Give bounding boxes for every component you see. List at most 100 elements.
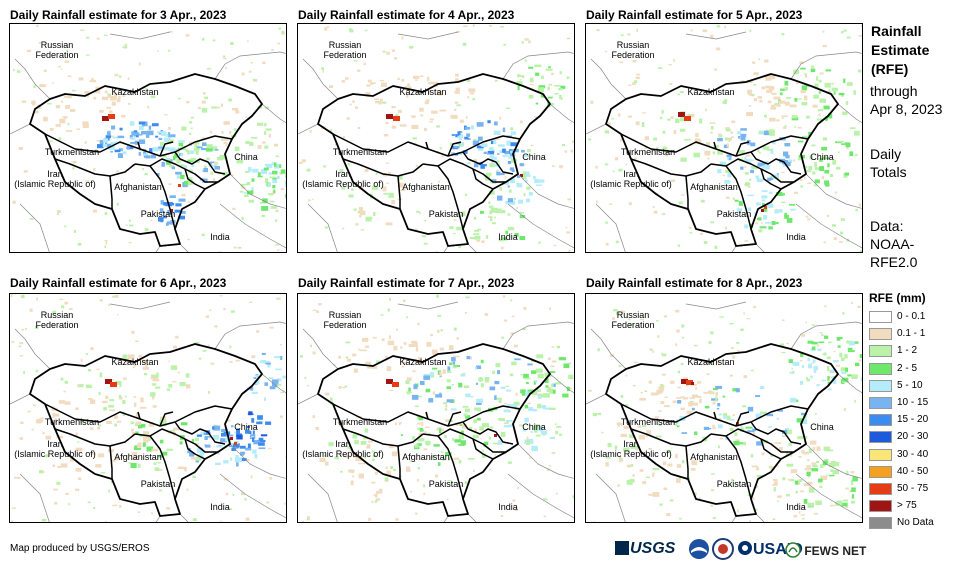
country-label-india: India: [210, 232, 230, 242]
rainfall-map-1: Russian Federation Kazakhstan Turkmenistan C…: [9, 23, 287, 253]
legend-swatch: [869, 517, 892, 530]
country-label-afghanistan: Afghanistan: [402, 452, 450, 462]
legend-label: 0 - 0.1: [897, 311, 926, 322]
country-label-china: China: [522, 422, 546, 432]
data-label: Data:: [870, 218, 904, 234]
panel-title-4: Daily Rainfall estimate for 6 Apr., 2023: [10, 276, 227, 290]
country-label-russia-2: Federation: [323, 320, 367, 330]
country-label-afghanistan: Afghanistan: [114, 182, 162, 192]
country-label-china: China: [234, 422, 258, 432]
country-label-china: China: [810, 152, 834, 162]
panel-title-6: Daily Rainfall estimate for 8 Apr., 2023: [586, 276, 803, 290]
country-label-iran-1: Iran: [335, 169, 351, 179]
country-label-turkmenistan: Turkmenistan: [44, 147, 100, 157]
data-source-line-1: NOAA-: [870, 236, 915, 252]
country-label-turkmenistan: Turkmenistan: [620, 417, 676, 427]
rainfall-map-5: Russian Federation Kazakhstan Turkmenistan C…: [297, 293, 575, 523]
country-label-russia-1: Russian: [40, 310, 74, 320]
country-label-kazakhstan: Kazakhstan: [399, 87, 447, 97]
country-label-kazakhstan: Kazakhstan: [399, 357, 447, 367]
country-label-iran-1: Iran: [335, 439, 351, 449]
map-canvas: [298, 294, 574, 522]
rainfall-map-6: Russian Federation Kazakhstan Turkmenistan C…: [585, 293, 863, 523]
country-label-russia-2: Federation: [35, 320, 79, 330]
legend-label: 40 - 50: [897, 465, 929, 477]
country-label-turkmenistan: Turkmenistan: [44, 417, 100, 427]
country-label-afghanistan: Afghanistan: [114, 452, 162, 462]
legend-swatch: [869, 397, 892, 409]
rainfall-map-4: Russian Federation Kazakhstan Turkmenistan C…: [9, 293, 287, 523]
rainfall-map-3: Russian Federation Kazakhstan Turkmenistan C…: [585, 23, 863, 253]
panel-title-2: Daily Rainfall estimate for 4 Apr., 2023: [298, 8, 515, 22]
legend-label: 1 - 2: [897, 345, 918, 357]
country-label-iran-2: (Islamic Republic of): [14, 449, 96, 459]
country-label-india: India: [786, 502, 806, 512]
country-label-russia-1: Russian: [328, 40, 362, 50]
legend-label: 0.1 - 1: [897, 328, 926, 340]
panel-title-5: Daily Rainfall estimate for 7 Apr., 2023: [298, 276, 515, 290]
map-canvas: [298, 24, 574, 252]
totals-label: Totals: [870, 164, 907, 180]
legend-swatch: [869, 328, 892, 341]
legend-swatch: [869, 500, 892, 513]
country-label-kazakhstan: Kazakhstan: [111, 87, 159, 97]
country-label-turkmenistan: Turkmenistan: [332, 417, 388, 427]
legend-swatch: [869, 414, 892, 427]
country-label-turkmenistan: Turkmenistan: [332, 147, 388, 157]
country-label-india: India: [498, 502, 518, 512]
country-label-pakistan: Pakistan: [428, 479, 464, 489]
map-credit: Map produced by USGS/EROS: [10, 543, 150, 554]
country-label-china: China: [810, 422, 834, 432]
legend-label: > 75: [897, 500, 917, 512]
country-label-pakistan: Pakistan: [140, 209, 176, 219]
country-label-iran-2: (Islamic Republic of): [302, 179, 384, 189]
map-canvas: [10, 294, 286, 522]
country-label-russia-2: Federation: [611, 320, 655, 330]
country-label-russia-2: Federation: [35, 50, 79, 60]
legend-swatch: [869, 448, 892, 461]
legend-label: 15 - 20: [897, 414, 929, 426]
country-label-pakistan: Pakistan: [716, 479, 752, 489]
country-label-afghanistan: Afghanistan: [402, 182, 450, 192]
country-label-russia-1: Russian: [616, 310, 650, 320]
legend-swatch: [869, 465, 892, 478]
map-canvas: [586, 301, 862, 522]
through-label: through: [870, 83, 918, 99]
country-label-afghanistan: Afghanistan: [690, 182, 738, 192]
usgs-logo: USGS: [615, 540, 675, 558]
legend-swatch: [869, 362, 892, 375]
country-label-iran-1: Iran: [623, 439, 639, 449]
country-label-india: India: [498, 232, 518, 242]
legend-label: 2 - 5: [897, 362, 918, 374]
legend-swatch: [869, 345, 892, 358]
country-label-russia-1: Russian: [616, 40, 650, 50]
rfe-title-line-1: Rainfall: [871, 23, 922, 39]
fewsnet-logo: FEWS NET: [785, 542, 866, 558]
data-source-line-2: RFE2.0: [870, 254, 918, 270]
country-label-russia-1: Russian: [328, 310, 362, 320]
country-label-pakistan: Pakistan: [716, 209, 752, 219]
panel-title-1: Daily Rainfall estimate for 3 Apr., 2023: [10, 8, 227, 22]
country-label-iran-2: (Islamic Republic of): [14, 179, 96, 189]
country-label-russia-2: Federation: [611, 50, 655, 60]
map-canvas: [10, 24, 286, 252]
legend-title: RFE (mm): [869, 291, 926, 305]
rfe-title-line-2: Estimate: [871, 42, 930, 58]
legend-swatch: [869, 483, 892, 495]
country-label-turkmenistan: Turkmenistan: [620, 147, 676, 157]
legend-label: 50 - 75: [897, 483, 929, 494]
nasa-style-logo: [712, 538, 734, 565]
legend-swatch: [869, 311, 892, 323]
country-label-india: India: [210, 502, 230, 512]
country-label-india: India: [786, 232, 806, 242]
through-date: Apr 8, 2023: [870, 101, 943, 117]
legend-label: 20 - 30: [897, 431, 929, 443]
country-label-iran-2: (Islamic Republic of): [302, 449, 384, 459]
country-label-iran-2: (Islamic Republic of): [590, 449, 672, 459]
country-label-iran-1: Iran: [623, 169, 639, 179]
daily-label: Daily: [870, 146, 902, 162]
country-label-afghanistan: Afghanistan: [690, 452, 738, 462]
legend-label: 30 - 40: [897, 448, 929, 460]
country-label-pakistan: Pakistan: [140, 479, 176, 489]
country-label-kazakhstan: Kazakhstan: [687, 357, 735, 367]
